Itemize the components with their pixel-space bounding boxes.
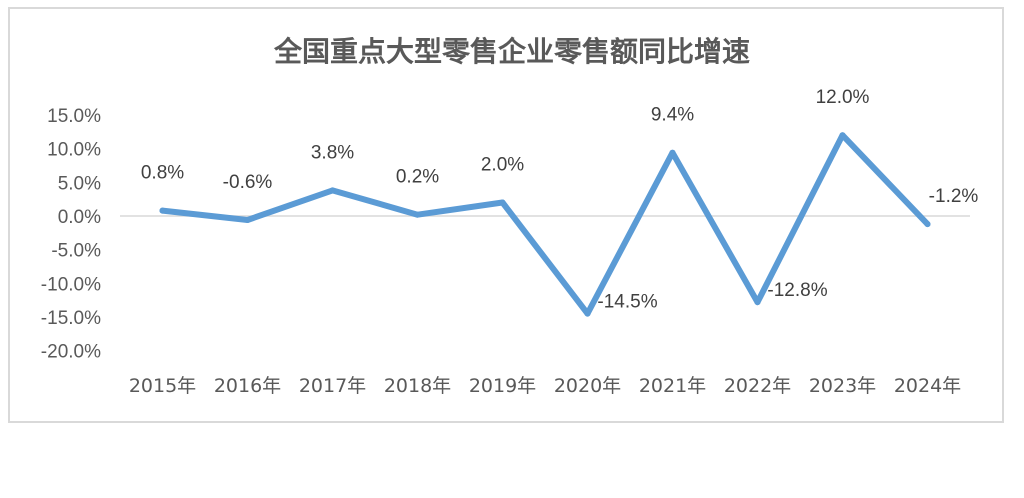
y-tick-label: -20.0%	[41, 342, 101, 363]
chart-frame	[8, 7, 1004, 423]
series-line	[159, 132, 931, 317]
data-label: 3.8%	[311, 142, 354, 163]
data-label: -14.5%	[597, 292, 657, 313]
x-tick-label: 2024年	[894, 375, 961, 397]
data-labels: 0.8% -0.6% 3.8% 0.2% 2.0% -14.5% 9.4% -12.8% 12.…	[141, 87, 979, 312]
data-point	[244, 217, 251, 224]
x-tick-label: 2016年	[214, 375, 281, 397]
y-tick-label: 5.0%	[58, 173, 101, 194]
x-tick-label: 2020年	[554, 375, 621, 397]
data-point	[754, 299, 761, 306]
x-tick-label: 2017年	[299, 375, 366, 397]
data-label: 9.4%	[651, 105, 694, 126]
data-label: -0.6%	[223, 172, 273, 193]
data-label: 0.2%	[396, 167, 439, 188]
data-point	[499, 199, 506, 206]
y-tick-label: 10.0%	[47, 140, 101, 161]
data-point	[159, 207, 166, 214]
data-point	[924, 221, 931, 228]
data-point	[329, 187, 336, 194]
x-tick-label: 2019年	[469, 375, 536, 397]
data-point	[669, 149, 676, 156]
x-tick-label: 2022年	[724, 375, 791, 397]
y-tick-label: 15.0%	[47, 106, 101, 127]
data-point	[414, 211, 421, 218]
x-axis-labels: 2015年 2016年 2017年 2018年 2019年 2020年 2021年 2022年…	[129, 375, 961, 397]
data-point	[584, 310, 591, 317]
data-label: -1.2%	[929, 186, 979, 207]
x-tick-label: 2021年	[639, 375, 706, 397]
data-label: 2.0%	[481, 155, 524, 176]
data-label: -12.8%	[767, 280, 827, 301]
y-axis-ticks: 15.0% 10.0% 5.0% 0.0% -5.0% -10.0% -15.0% -20.0…	[41, 106, 101, 363]
data-point	[839, 132, 846, 139]
y-tick-label: 0.0%	[58, 207, 101, 228]
y-tick-label: -5.0%	[51, 241, 101, 262]
x-tick-label: 2018年	[384, 375, 451, 397]
y-tick-label: -10.0%	[41, 274, 101, 295]
y-tick-label: -15.0%	[41, 308, 101, 329]
data-label: 0.8%	[141, 163, 184, 184]
x-tick-label: 2023年	[809, 375, 876, 397]
data-label: 12.0%	[816, 87, 870, 108]
x-tick-label: 2015年	[129, 375, 196, 397]
chart-title: 全国重点大型零售企业零售额同比增速	[273, 35, 750, 68]
